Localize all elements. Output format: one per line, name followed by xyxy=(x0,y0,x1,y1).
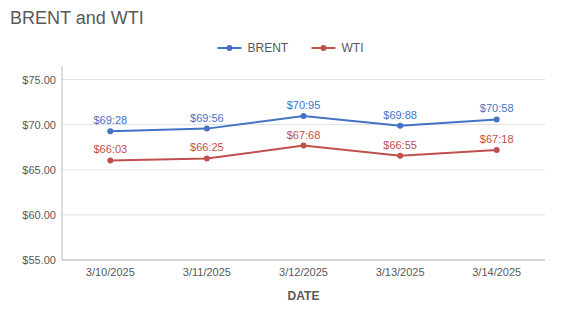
grid-line xyxy=(62,214,545,215)
series-point xyxy=(397,123,403,129)
grid-line xyxy=(62,124,545,125)
title: BRENT and WTI xyxy=(10,8,144,28)
data-label: $66:03 xyxy=(93,143,127,155)
data-label: $70:58 xyxy=(480,102,514,114)
data-label: $69:28 xyxy=(93,114,127,126)
data-label: $70:95 xyxy=(287,99,321,111)
grid-line xyxy=(62,79,545,80)
y-tick-label: $70.00 xyxy=(22,119,56,131)
y-tick-label: $60.00 xyxy=(22,209,56,221)
data-label: $66:55 xyxy=(383,139,417,151)
y-axis-line xyxy=(62,66,63,260)
data-label: $66:25 xyxy=(190,141,224,153)
legend-marker xyxy=(321,45,327,51)
x-tick-label: 3/11/2025 xyxy=(183,266,231,278)
x-tick-label: 3/10/2025 xyxy=(86,266,135,278)
y-tick-label: $65.00 xyxy=(22,164,56,176)
data-label: $67:68 xyxy=(287,129,321,141)
x-axis-label: DATE xyxy=(288,289,320,303)
x-axis-line xyxy=(62,260,545,261)
legend-label: WTI xyxy=(342,41,364,55)
legend-label: BRENT xyxy=(248,41,289,55)
series-point xyxy=(301,113,307,119)
y-tick-label: $55.00 xyxy=(22,254,56,266)
chart: BRENT and WTI $55.00 $60.00 $65.00 $70.00 $75… xyxy=(0,0,561,314)
data-label: $69:56 xyxy=(190,112,224,124)
series-point xyxy=(494,147,500,153)
grid-line xyxy=(62,260,545,261)
series-point xyxy=(397,153,403,159)
series-point xyxy=(204,155,210,161)
grid-line xyxy=(62,169,545,170)
series-point xyxy=(107,128,113,134)
series-point xyxy=(107,157,113,163)
data-label: $67:18 xyxy=(480,133,514,145)
x-tick-label: 3/14/2025 xyxy=(472,266,521,278)
legend-marker xyxy=(227,45,233,51)
series-point xyxy=(494,116,500,122)
data-labels: $69:28 $69:56 $70:95 $69:88 $70:58 $66:03 $66:… xyxy=(93,99,513,155)
plot-area xyxy=(107,113,499,163)
y-tick-label: $75.00 xyxy=(22,74,56,86)
legend: BRENT WTI xyxy=(218,41,364,55)
series-point xyxy=(204,126,210,132)
series-point xyxy=(301,143,307,149)
x-tick-label: 3/13/2025 xyxy=(376,266,425,278)
x-tick-label: 3/12/2025 xyxy=(279,266,328,278)
data-label: $69:88 xyxy=(383,109,417,121)
